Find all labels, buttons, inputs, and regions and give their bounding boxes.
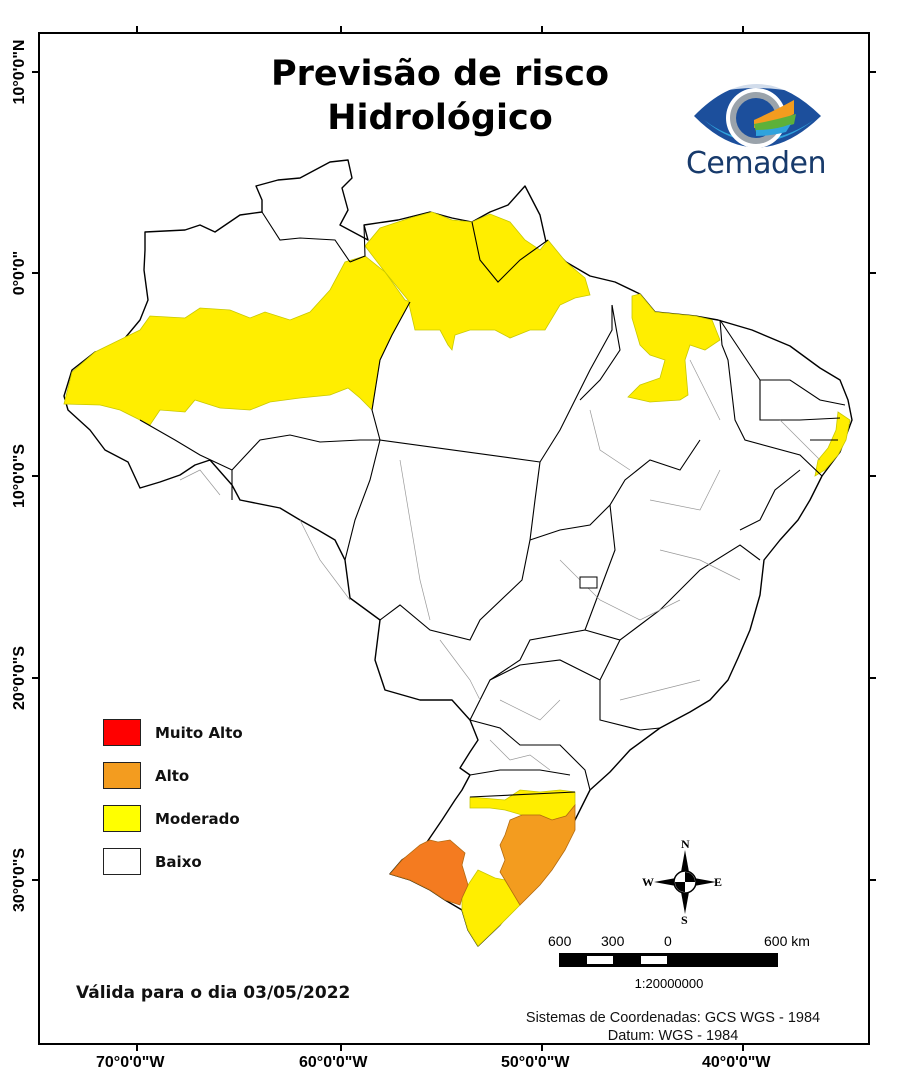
compass-n: N <box>681 837 690 851</box>
scale-ratio: 1:20000000 <box>634 976 704 991</box>
region-alto-rs-west <box>389 839 469 906</box>
scale-label: 600 <box>548 933 572 949</box>
scale-label: 600 km <box>764 933 810 949</box>
title-line-2: Hidrológico <box>327 98 553 138</box>
legend-item-moderado: Moderado <box>103 797 243 840</box>
tick <box>32 272 39 274</box>
latitude-label: 10°0'0"S <box>11 443 28 509</box>
legend-swatch-baixo <box>103 848 141 875</box>
latitude-label: 0°0'0" <box>11 250 28 296</box>
latitude-label: 20°0'0"S <box>11 645 28 711</box>
compass-s: S <box>681 913 688 927</box>
region-alto-rs-east <box>499 803 576 906</box>
tick <box>136 26 138 33</box>
tick <box>32 677 39 679</box>
tick <box>869 475 876 477</box>
tick <box>32 879 39 881</box>
tick <box>32 475 39 477</box>
legend-label: Baixo <box>155 852 202 871</box>
legend: Muito Alto Alto Moderado Baixo <box>103 711 243 883</box>
longitude-label: 50°0'0"W <box>501 1054 570 1071</box>
tick <box>136 1044 138 1051</box>
tick <box>869 879 876 881</box>
coordinate-system-note: Sistemas de Coordenadas: GCS WGS - 1984 … <box>480 1009 866 1045</box>
eye-logo-icon <box>694 82 821 148</box>
legend-label: Alto <box>155 766 190 785</box>
crs-line-2: Datum: WGS - 1984 <box>607 1028 739 1044</box>
north-arrow-icon: N S W E <box>642 837 722 927</box>
region-moderado-alagoas <box>814 411 851 477</box>
brazil-map <box>63 159 853 947</box>
legend-item-baixo: Baixo <box>103 840 243 883</box>
logo-text: Cemaden <box>685 146 827 181</box>
scale-label: 300 <box>601 933 625 949</box>
legend-label: Muito Alto <box>155 723 243 742</box>
legend-label: Moderado <box>155 809 240 828</box>
legend-swatch-muito-alto <box>103 719 141 746</box>
latitude-label: 30°0'0"S <box>11 847 28 913</box>
validity-date: Válida para o dia 03/05/2022 <box>76 983 351 1003</box>
region-moderado-rs-south <box>461 869 521 947</box>
compass-e: E <box>714 875 722 889</box>
tick <box>869 272 876 274</box>
latitude-label: 10°0'0"N <box>11 39 28 105</box>
longitude-label: 70°0'0"W <box>96 1054 165 1071</box>
tick <box>340 26 342 33</box>
tick <box>742 1044 744 1051</box>
tick <box>742 26 744 33</box>
scale-segment <box>587 956 613 964</box>
tick <box>869 677 876 679</box>
federal-district <box>579 576 598 589</box>
scale-bar <box>559 953 778 967</box>
scale-segment <box>641 956 667 964</box>
tick <box>32 71 39 73</box>
longitude-label: 40°0'0"W <box>702 1054 771 1071</box>
tick <box>340 1044 342 1051</box>
tick <box>541 1044 543 1051</box>
title-line-1: Previsão de risco <box>270 54 609 94</box>
longitude-label: 60°0'0"W <box>299 1054 368 1071</box>
legend-swatch-alto <box>103 762 141 789</box>
legend-swatch-moderado <box>103 805 141 832</box>
tick <box>541 26 543 33</box>
region-moderado-para-north <box>364 211 591 351</box>
map-title: Previsão de risco Hidrológico <box>240 52 640 140</box>
crs-line-1: Sistemas de Coordenadas: GCS WGS - 1984 <box>525 1010 821 1026</box>
tick <box>869 71 876 73</box>
map-frame <box>38 32 870 1045</box>
legend-item-alto: Alto <box>103 754 243 797</box>
region-moderado-maranhao <box>627 293 721 403</box>
legend-item-muito-alto: Muito Alto <box>103 711 243 754</box>
scale-label: 0 <box>664 933 672 949</box>
compass-w: W <box>642 875 654 889</box>
